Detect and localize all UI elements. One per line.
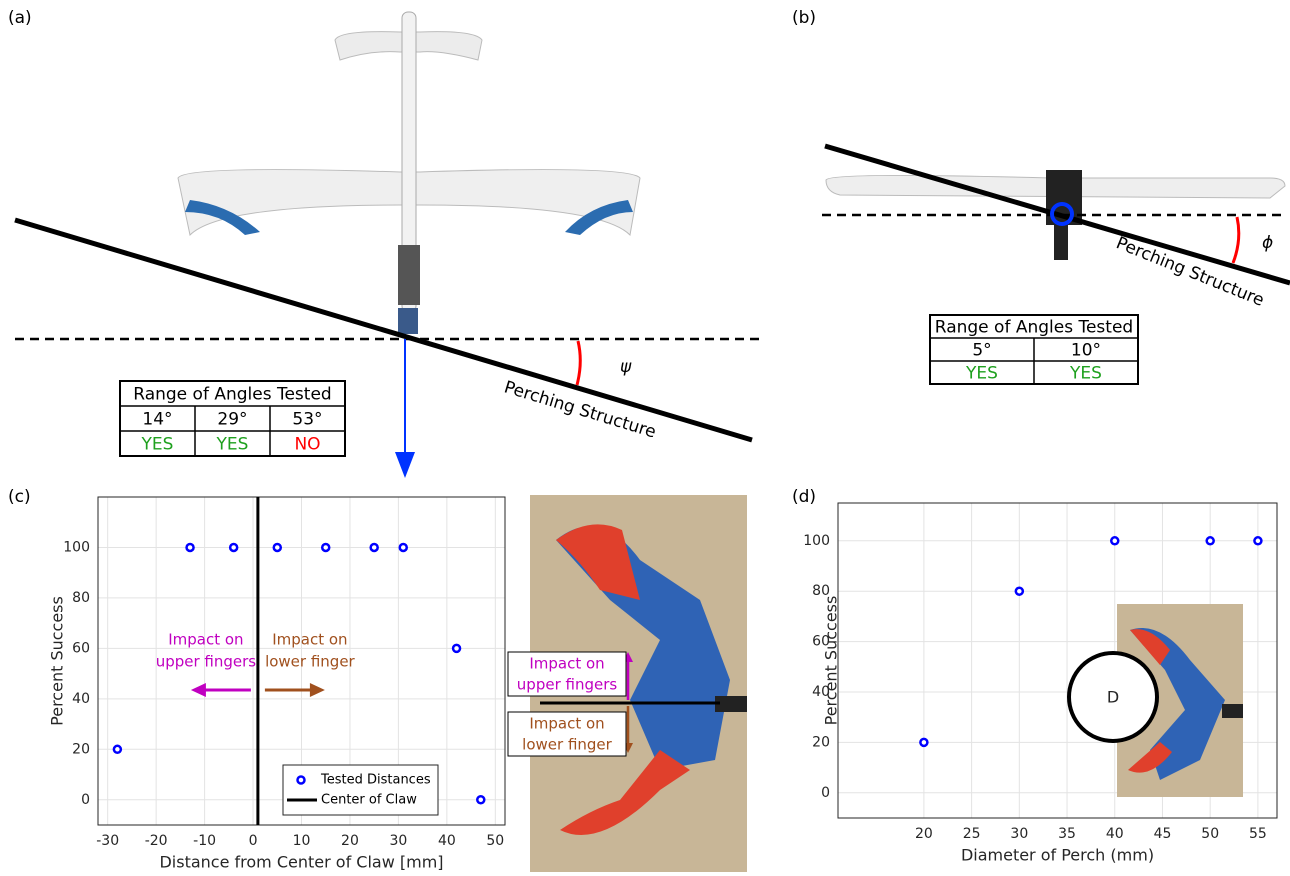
y-tick-label: 0 (81, 792, 90, 808)
photo-label: upper fingers (517, 676, 618, 694)
x-tick-label: 40 (1106, 826, 1124, 842)
point (322, 544, 329, 551)
point (453, 645, 460, 652)
point (230, 544, 237, 551)
angle-arc (577, 341, 580, 385)
y-tick-label: 80 (72, 590, 90, 606)
x-tick-label: 50 (1201, 826, 1219, 842)
legend-marker (298, 777, 305, 784)
y-tick-label: 100 (803, 533, 830, 549)
perch-label: D (1107, 688, 1119, 707)
legend-label: Tested Distances (320, 773, 431, 788)
table-angle: 29° (217, 410, 247, 430)
point (1207, 537, 1214, 544)
panel-label: (d) (792, 487, 816, 507)
angle-arc (1233, 217, 1239, 263)
arrow-head (395, 452, 415, 478)
annotation: upper fingers (156, 653, 257, 671)
photo-label: Impact on (529, 715, 604, 733)
table-angle: 14° (142, 410, 172, 430)
table-result: YES (216, 435, 249, 455)
legend-label: Center of Claw (321, 793, 417, 808)
point (274, 544, 281, 551)
x-tick-label: 50 (486, 833, 504, 849)
annotation: Impact on (168, 631, 243, 649)
table-title: Range of Angles Tested (935, 318, 1133, 338)
angle-symbol: ϕ (1262, 233, 1273, 253)
x-axis-label: Diameter of Perch (mm) (961, 846, 1154, 865)
x-tick-label: 10 (293, 833, 311, 849)
annotation: lower finger (265, 653, 355, 671)
point (920, 739, 927, 746)
x-tick-label: 20 (341, 833, 359, 849)
table-angle: 5° (972, 341, 991, 361)
table: Range of Angles Tested 5° YES 10° YES (930, 315, 1138, 384)
photo-label: lower finger (522, 736, 612, 754)
table-title: Range of Angles Tested (133, 385, 331, 405)
point (1111, 537, 1118, 544)
table-result: YES (141, 435, 174, 455)
table: Range of Angles Tested 14° YES 29° YES 53° NO (120, 381, 345, 456)
panel-label: (a) (8, 8, 32, 28)
claw (1054, 225, 1068, 260)
x-tick-label: 20 (915, 826, 933, 842)
x-tick-label: 45 (1154, 826, 1172, 842)
inset-rod (1222, 704, 1243, 718)
point (1254, 537, 1261, 544)
y-axis-label: Percent Success (48, 596, 67, 726)
y-tick-label: 60 (72, 640, 90, 656)
table-result: YES (1069, 364, 1102, 384)
panel-label: (c) (8, 487, 31, 507)
angle-symbol: ψ (620, 357, 632, 377)
point (114, 746, 121, 753)
panel-label: (b) (792, 8, 816, 28)
x-tick-label: -10 (193, 833, 216, 849)
x-tick-label: 30 (1010, 826, 1028, 842)
photo-label: Impact on (529, 655, 604, 673)
structure-label: Perching Structure (1113, 233, 1267, 311)
x-tick-label: 0 (249, 833, 258, 849)
x-tick-label: 40 (438, 833, 456, 849)
point (187, 544, 194, 551)
point (1016, 588, 1023, 595)
point (371, 544, 378, 551)
x-tick-label: 55 (1249, 826, 1267, 842)
y-tick-label: 100 (63, 539, 90, 555)
x-axis-label: Distance from Center of Claw [mm] (159, 853, 443, 872)
y-axis-label: Percent Success (822, 596, 841, 726)
x-tick-label: 25 (963, 826, 981, 842)
x-tick-label: 35 (1058, 826, 1076, 842)
y-tick-label: 40 (72, 691, 90, 707)
x-tick-label: -30 (96, 833, 119, 849)
airplane-top (178, 12, 640, 334)
y-tick-label: 20 (812, 734, 830, 750)
point (400, 544, 407, 551)
point (477, 796, 484, 803)
annotation: Impact on (272, 631, 347, 649)
table-angle: 53° (292, 410, 322, 430)
table-result: YES (965, 364, 998, 384)
y-tick-label: 0 (821, 785, 830, 801)
table-result: NO (294, 435, 320, 455)
figure: (a) ψ Perching Structure Range of Angles… (0, 0, 1290, 876)
table-angle: 10° (1071, 341, 1101, 361)
x-tick-label: 30 (389, 833, 407, 849)
y-tick-label: 20 (72, 741, 90, 757)
x-tick-label: -20 (145, 833, 168, 849)
